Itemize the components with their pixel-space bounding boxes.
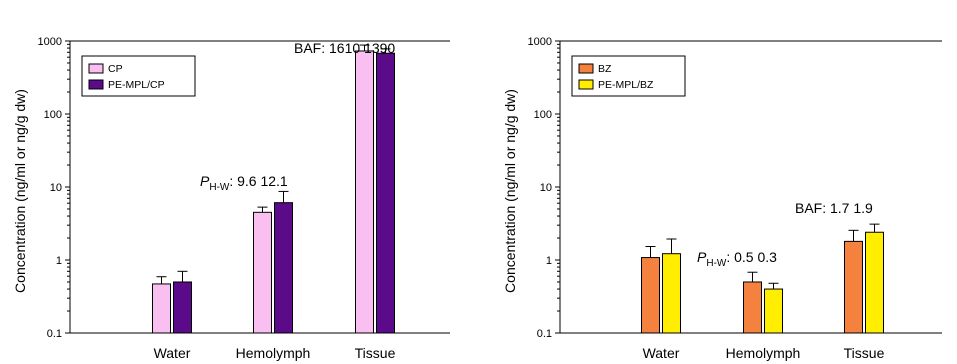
y-tick-label: 100 <box>44 109 62 121</box>
bar-bz-hemolymph <box>743 281 762 334</box>
y-tick-label: 1000 <box>528 36 552 48</box>
annotation-prefix: P <box>697 249 707 265</box>
annotation-prefix: P <box>200 173 210 189</box>
legend: BZ PE-MPL/BZ <box>571 55 686 97</box>
x-category-label: Water <box>643 345 680 361</box>
legend-swatch <box>88 63 104 74</box>
x-category-label: Hemolymph <box>236 345 311 361</box>
bar-pe-mpl-bz-water <box>662 253 681 334</box>
bar-cp-water <box>152 283 171 334</box>
x-category-label: Tissue <box>355 345 396 361</box>
bar-pe-mpl-cp-hemolymph <box>274 202 293 334</box>
legend-label: PE-MPL/BZ <box>598 79 654 91</box>
legend-label: PE-MPL/CP <box>108 79 165 91</box>
legend-swatch <box>578 63 594 74</box>
y-tick-label: 1 <box>56 255 62 267</box>
y-axis-title: Concentration (ng/ml or ng/g dw) <box>502 89 518 293</box>
chart-panel-2: 1000 100 10 1 0.1 Concentration (ng/ml or ng/… <box>502 36 942 361</box>
bar-pe-mpl-cp-tissue <box>376 52 395 334</box>
y-tick-label: 100 <box>534 109 552 121</box>
legend-swatch <box>578 79 594 90</box>
legend-label: CP <box>108 63 123 75</box>
annotation-values: : 0.5 0.3 <box>726 249 777 265</box>
annotation-subscript: H-W <box>209 182 230 193</box>
x-category-label: Water <box>154 345 191 361</box>
legend-swatch <box>88 79 104 90</box>
y-tick-label: 1 <box>546 255 552 267</box>
p-hw-annotation: PH-W: 0.5 0.3 <box>697 249 777 269</box>
bar-pe-mpl-cp-water <box>173 281 192 334</box>
bar-bz-water <box>641 257 660 334</box>
legend-label: BZ <box>598 63 612 75</box>
x-category-label: Hemolymph <box>726 345 801 361</box>
y-tick-label: 10 <box>50 182 62 194</box>
baf-annotation: BAF: 1610 1390 <box>294 40 395 56</box>
baf-annotation: BAF: 1.7 1.9 <box>795 200 873 216</box>
y-tick-label: 0.1 <box>47 328 62 340</box>
x-category-label: Tissue <box>844 345 885 361</box>
annotation-values: : 9.6 12.1 <box>229 173 288 189</box>
y-tick-label: 10 <box>540 182 552 194</box>
y-tick-label: 0.1 <box>537 328 552 340</box>
bar-pe-mpl-bz-tissue <box>865 231 884 334</box>
bar-bz-tissue <box>844 240 863 334</box>
legend: CP PE-MPL/CP <box>81 55 196 97</box>
bar-cp-tissue <box>355 50 374 334</box>
y-axis-title: Concentration (ng/ml or ng/g dw) <box>12 89 28 293</box>
annotation-subscript: H-W <box>706 258 727 269</box>
y-tick-label: 1000 <box>38 36 62 48</box>
p-hw-annotation: PH-W: 9.6 12.1 <box>200 173 288 193</box>
bar-cp-hemolymph <box>253 211 272 334</box>
bar-pe-mpl-bz-hemolymph <box>764 288 783 334</box>
chart-panel-1: 1000 100 10 1 0.1 Concentration (ng/ml or ng/… <box>12 36 450 361</box>
